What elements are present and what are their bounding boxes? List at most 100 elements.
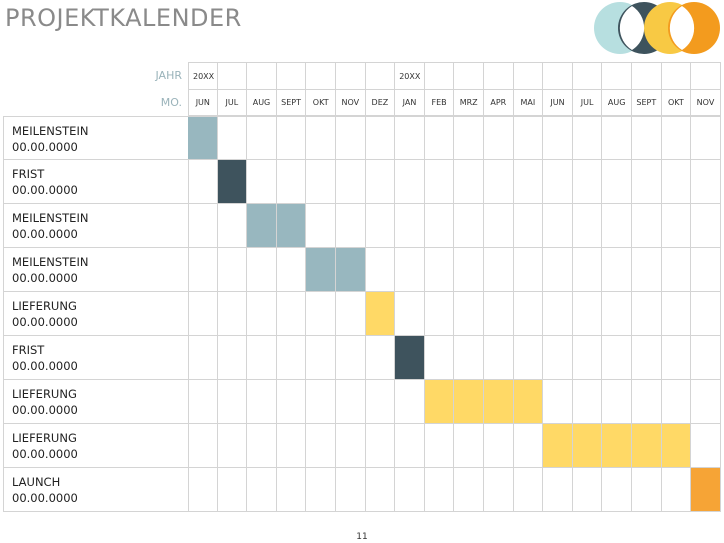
calendar-cell — [217, 336, 248, 380]
month-cell: SEPT — [276, 90, 307, 116]
task-name: MEILENSTEIN — [12, 255, 89, 269]
calendar-cell — [188, 160, 218, 204]
year-cell: 20XX — [395, 62, 425, 90]
calendar-cell — [632, 160, 662, 204]
task-date: 00.00.0000 — [12, 227, 78, 241]
task-row-label: MEILENSTEIN 00.00.0000 — [3, 248, 189, 292]
calendar-cell — [691, 292, 721, 336]
year-cell — [691, 62, 721, 90]
timeline-bar-cell — [276, 204, 307, 248]
month-cell: JAN — [395, 90, 425, 116]
calendar-cell — [306, 292, 336, 336]
task-name: MEILENSTEIN — [12, 124, 89, 138]
calendar-cell — [602, 248, 632, 292]
calendar-cell — [365, 204, 396, 248]
calendar-cell — [217, 204, 248, 248]
month-cell: AUG — [602, 90, 632, 116]
month-cell: OKT — [661, 90, 692, 116]
calendar-cell — [188, 468, 218, 512]
calendar-cell — [247, 468, 277, 512]
calendar-cell — [632, 336, 662, 380]
calendar-cell — [424, 160, 455, 204]
calendar-cell — [543, 160, 573, 204]
month-cell: APR — [484, 90, 514, 116]
calendar-cell — [543, 292, 573, 336]
timeline-bar-cell — [217, 160, 248, 204]
calendar-cell — [691, 248, 721, 292]
calendar-cell — [484, 336, 514, 380]
task-name: LIEFERUNG — [12, 387, 77, 401]
year-header-label: JAHR — [155, 69, 183, 82]
calendar-cell — [691, 204, 721, 248]
year-cell — [217, 62, 248, 90]
year-cell — [513, 62, 544, 90]
month-header-label: MO. — [160, 96, 182, 109]
calendar-cell — [484, 248, 514, 292]
calendar-cell — [513, 336, 544, 380]
calendar-cell — [454, 248, 484, 292]
calendar-cell — [543, 116, 573, 160]
calendar-cell — [691, 116, 721, 160]
calendar-cell — [424, 424, 455, 468]
calendar-cell — [572, 248, 603, 292]
calendar-cell — [217, 292, 248, 336]
month-cell: MAI — [513, 90, 544, 116]
calendar-cell — [247, 336, 277, 380]
calendar-cell — [217, 380, 248, 424]
calendar-cell — [247, 116, 277, 160]
task-row-label: LIEFERUNG 00.00.0000 — [3, 424, 189, 468]
month-cell: SEPT — [632, 90, 662, 116]
task-name: LAUNCH — [12, 475, 61, 489]
month-cell: NOV — [336, 90, 366, 116]
year-cell — [306, 62, 336, 90]
month-cell: JUL — [572, 90, 603, 116]
calendar-cell — [454, 424, 484, 468]
month-cell: MRZ — [454, 90, 484, 116]
timeline-bar-cell — [247, 204, 277, 248]
calendar-cell — [513, 292, 544, 336]
timeline-bar-cell — [484, 380, 514, 424]
calendar-cell — [543, 380, 573, 424]
calendar-cell — [336, 160, 366, 204]
task-row-label: MEILENSTEIN 00.00.0000 — [3, 204, 189, 248]
calendar-cell — [217, 424, 248, 468]
calendar-cell — [217, 468, 248, 512]
calendar-cell — [365, 336, 396, 380]
calendar-cell — [247, 248, 277, 292]
year-cell — [276, 62, 307, 90]
task-date: 00.00.0000 — [12, 315, 78, 329]
calendar-cell — [572, 160, 603, 204]
calendar-cell — [632, 116, 662, 160]
calendar-cell — [513, 160, 544, 204]
calendar-cell — [188, 380, 218, 424]
calendar-cell — [661, 248, 692, 292]
calendar-cell — [395, 424, 425, 468]
year-cell — [484, 62, 514, 90]
calendar-cell — [513, 468, 544, 512]
task-row-label: LAUNCH 00.00.0000 — [3, 468, 189, 512]
logo-circles-icon — [594, 2, 720, 54]
task-date: 00.00.0000 — [12, 271, 78, 285]
calendar-cell — [276, 380, 307, 424]
calendar-cell — [691, 336, 721, 380]
calendar-cell — [572, 336, 603, 380]
calendar-cell — [454, 336, 484, 380]
calendar-cell — [395, 248, 425, 292]
calendar-cell — [602, 336, 632, 380]
calendar-cell — [661, 292, 692, 336]
calendar-cell — [365, 468, 396, 512]
year-cell — [247, 62, 277, 90]
calendar-cell — [513, 116, 544, 160]
calendar-cell — [276, 160, 307, 204]
timeline-bar-cell — [395, 336, 425, 380]
timeline-bar-cell — [365, 292, 396, 336]
task-date: 00.00.0000 — [12, 491, 78, 505]
calendar-cell — [188, 292, 218, 336]
year-cell — [454, 62, 484, 90]
calendar-cell — [572, 204, 603, 248]
calendar-cell — [513, 204, 544, 248]
calendar-cell — [661, 468, 692, 512]
year-cell — [602, 62, 632, 90]
calendar-cell — [424, 248, 455, 292]
calendar-cell — [276, 336, 307, 380]
